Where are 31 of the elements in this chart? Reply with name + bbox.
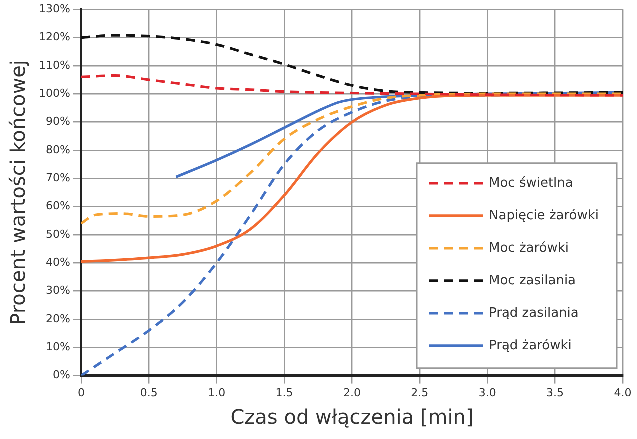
y-tick-label: 110% <box>38 58 70 72</box>
legend-label: Moc świetlna <box>489 176 574 191</box>
y-tick-label: 80% <box>46 143 70 156</box>
y-tick-label: 40% <box>46 256 70 269</box>
x-tick-label: 0 <box>78 386 85 400</box>
y-tick-label: 30% <box>46 284 70 298</box>
y-tick-label: 100% <box>38 86 70 100</box>
y-tick-label: 60% <box>46 200 70 213</box>
y-tick-label: 90% <box>46 115 70 128</box>
x-axis-title: Czas od włączenia [min] <box>230 405 474 430</box>
y-tick-label: 120% <box>38 30 70 44</box>
x-tick-label: 0.5 <box>140 386 158 400</box>
x-tick-label: 1.0 <box>208 386 226 400</box>
x-tick-label: 2.0 <box>343 386 361 400</box>
x-tick-label: 1.5 <box>276 386 294 400</box>
legend-label: Moc żarówki <box>489 240 570 256</box>
x-tick-label: 3.0 <box>478 386 496 400</box>
y-tick-label: 0% <box>52 368 70 382</box>
y-tick-label: 70% <box>46 171 70 184</box>
legend-label: Prąd zasilania <box>489 306 579 321</box>
y-axis-title: Procent wartości końcowej <box>6 60 30 326</box>
y-tick-label: 20% <box>46 312 70 326</box>
y-tick-label: 130% <box>38 2 70 16</box>
legend-label: Moc zasilania <box>489 273 576 288</box>
y-tick-label: 10% <box>46 340 70 354</box>
y-tick-label: 50% <box>46 228 70 241</box>
x-tick-label: 2.5 <box>411 386 429 400</box>
x-tick-label: 4.0 <box>614 386 632 400</box>
x-tick-label: 3.5 <box>546 386 564 400</box>
legend-label: Napięcie żarówki <box>489 208 600 224</box>
legend-label: Prąd żarówki <box>489 338 572 354</box>
